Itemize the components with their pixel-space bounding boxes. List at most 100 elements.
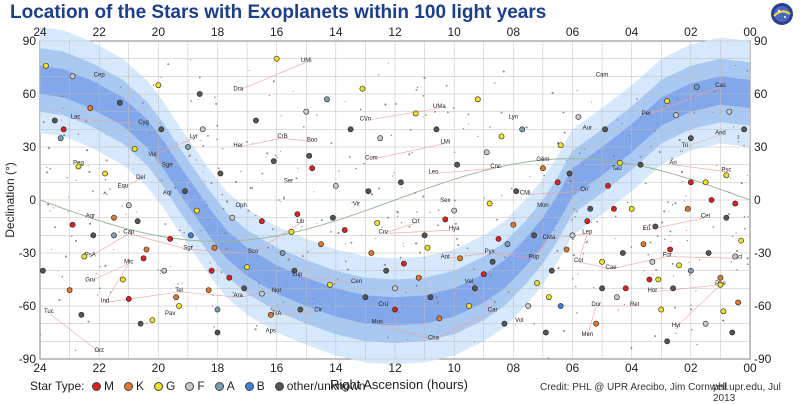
constellation-label: PsA bbox=[85, 253, 96, 259]
background-star bbox=[747, 263, 749, 266]
background-star bbox=[645, 182, 647, 185]
exoplanet-host-star bbox=[655, 276, 662, 283]
constellation-line bbox=[433, 167, 496, 174]
background-star bbox=[729, 177, 731, 179]
background-star bbox=[728, 191, 731, 194]
background-star bbox=[683, 200, 685, 202]
background-star bbox=[392, 175, 394, 177]
exoplanet-host-star bbox=[270, 158, 277, 165]
legend-swatch bbox=[92, 381, 101, 391]
exoplanet-host-star bbox=[347, 126, 354, 133]
background-star bbox=[656, 235, 659, 237]
constellation-label: Cep bbox=[94, 72, 106, 78]
legend-item: G bbox=[154, 379, 175, 393]
background-star bbox=[736, 268, 738, 271]
y-axis-label: Declination (°) bbox=[3, 162, 17, 238]
background-star bbox=[49, 167, 52, 170]
constellation-line bbox=[371, 143, 446, 160]
background-star bbox=[267, 246, 270, 249]
exoplanet-host-star bbox=[723, 214, 730, 221]
exoplanet-host-star bbox=[75, 163, 82, 170]
background-star bbox=[336, 278, 339, 280]
exoplanet-host-star bbox=[545, 294, 552, 301]
background-star bbox=[220, 271, 223, 274]
background-star bbox=[402, 242, 404, 244]
constellation-line bbox=[252, 222, 301, 254]
legend-label: G bbox=[166, 379, 176, 393]
exoplanet-host-star bbox=[542, 329, 549, 336]
exoplanet-host-star bbox=[149, 317, 156, 324]
star-chart: Cep Dra UMi Cam Cas Per UMa CVn Lyn Lac Cyg Boo CrB H… bbox=[3, 25, 772, 374]
background-star bbox=[648, 223, 651, 227]
exoplanet-host-star bbox=[451, 207, 458, 214]
background-star bbox=[616, 119, 619, 121]
background-star bbox=[333, 282, 336, 285]
background-star bbox=[251, 142, 253, 144]
background-star bbox=[176, 142, 178, 144]
y-tick-label-right: 30 bbox=[754, 140, 768, 154]
background-star bbox=[571, 278, 574, 280]
background-star bbox=[204, 200, 207, 203]
background-star bbox=[105, 159, 108, 162]
exoplanet-host-star bbox=[134, 218, 141, 225]
exoplanet-host-star bbox=[658, 306, 665, 313]
background-star bbox=[578, 152, 581, 155]
background-star bbox=[64, 255, 67, 258]
exoplanet-host-star bbox=[525, 303, 532, 309]
background-star bbox=[700, 215, 702, 218]
exoplanet-host-star bbox=[702, 179, 709, 186]
exoplanet-host-star bbox=[676, 262, 682, 269]
background-star bbox=[423, 76, 426, 79]
exoplanet-host-star bbox=[498, 133, 505, 140]
exoplanet-host-star bbox=[137, 320, 144, 327]
background-star bbox=[92, 190, 94, 192]
background-star bbox=[148, 131, 151, 134]
constellation-label: Cru bbox=[378, 302, 388, 308]
constellation-line bbox=[179, 291, 239, 298]
background-star bbox=[188, 155, 190, 158]
background-star bbox=[136, 211, 138, 213]
exoplanet-host-star bbox=[693, 84, 700, 90]
background-star bbox=[639, 155, 642, 158]
exoplanet-host-star bbox=[628, 205, 635, 212]
constellation-line bbox=[297, 275, 357, 284]
exoplanet-host-star bbox=[193, 207, 200, 214]
background-star bbox=[222, 148, 224, 150]
background-star bbox=[207, 218, 209, 221]
constellation-label: CrB bbox=[277, 134, 287, 140]
constellation-line bbox=[238, 61, 307, 91]
constellation-label: Vel bbox=[465, 279, 473, 285]
background-star bbox=[159, 272, 161, 274]
background-star bbox=[500, 195, 503, 197]
exoplanet-host-star bbox=[495, 235, 502, 242]
x-tick-label-top: 16 bbox=[270, 25, 284, 39]
exoplanet-host-star bbox=[519, 126, 526, 133]
background-star bbox=[655, 269, 658, 272]
background-star bbox=[316, 114, 318, 116]
background-star bbox=[467, 113, 470, 116]
exoplanet-host-star bbox=[185, 144, 191, 150]
background-star bbox=[251, 186, 254, 189]
background-star bbox=[649, 241, 652, 244]
background-star bbox=[575, 210, 578, 213]
legend-swatch bbox=[124, 381, 133, 391]
background-star bbox=[393, 172, 395, 174]
constellation-line bbox=[578, 261, 612, 270]
background-star bbox=[261, 172, 264, 175]
background-star bbox=[287, 258, 290, 261]
constellation-label: Pyx bbox=[485, 249, 495, 255]
legend-item: A bbox=[214, 379, 235, 393]
background-star bbox=[128, 260, 131, 262]
background-star bbox=[42, 121, 45, 123]
background-star bbox=[105, 134, 108, 136]
exoplanet-host-star bbox=[131, 145, 138, 152]
background-star bbox=[529, 253, 532, 256]
background-star bbox=[400, 222, 403, 224]
background-star bbox=[572, 254, 575, 257]
exoplanet-host-star bbox=[329, 214, 336, 221]
background-star bbox=[676, 97, 679, 100]
background-star bbox=[456, 237, 459, 240]
constellation-label: Leo bbox=[428, 170, 439, 176]
background-star bbox=[96, 82, 98, 84]
background-star bbox=[743, 144, 745, 147]
